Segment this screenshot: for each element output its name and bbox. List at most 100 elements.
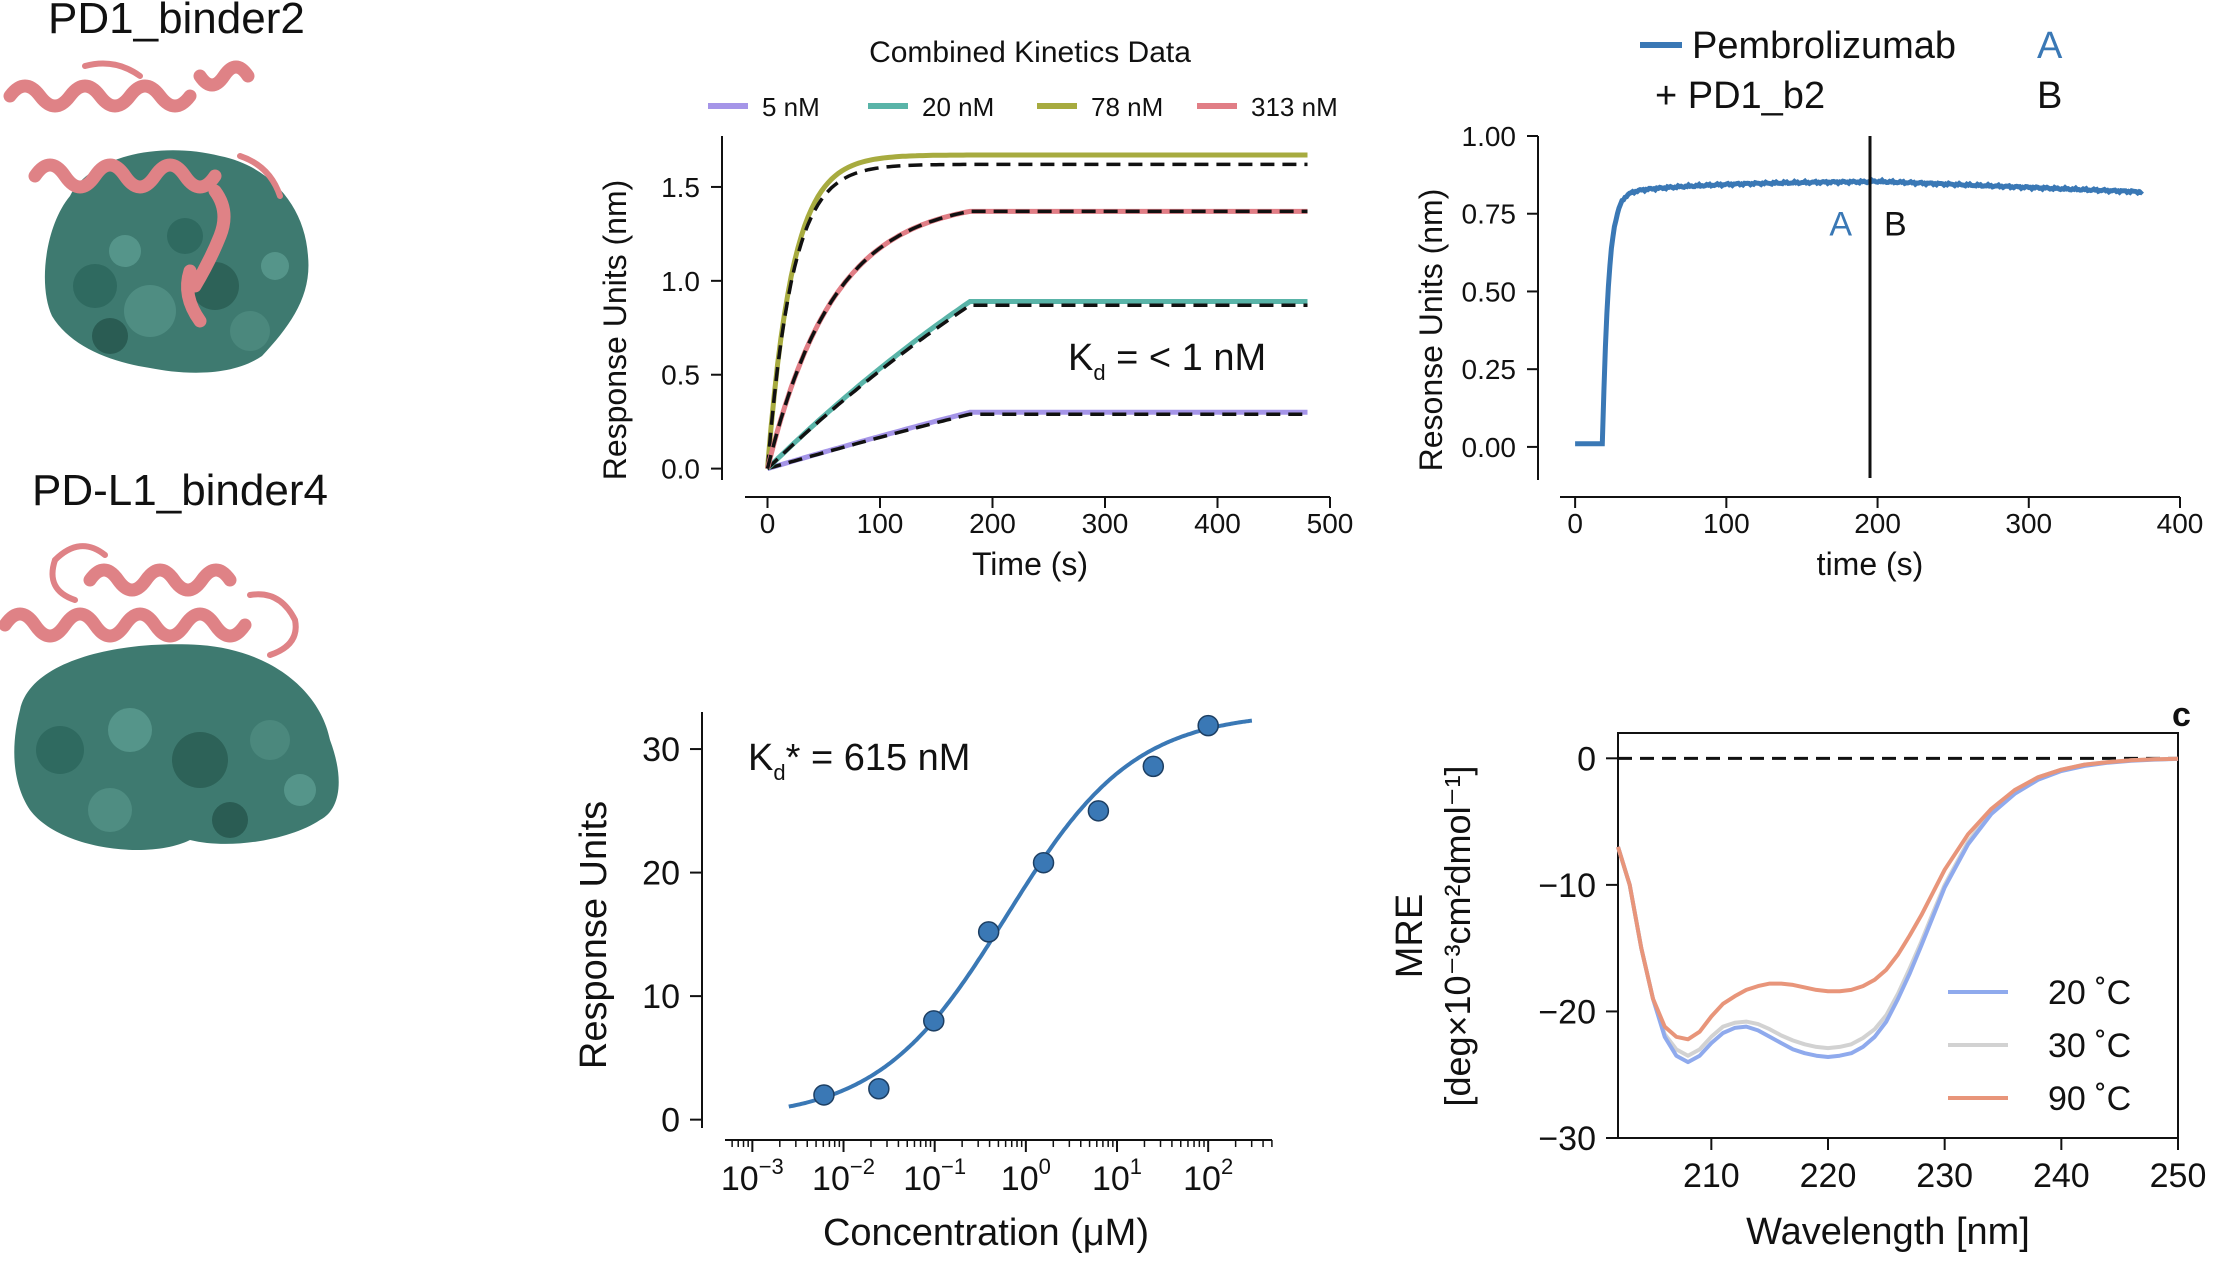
y-tick-label: 1.0	[661, 266, 700, 297]
series-line-78nm	[765, 152, 1308, 469]
x-tick-label: 230	[1916, 1157, 1973, 1195]
x-tick-label: 300	[2005, 508, 2052, 539]
legend-label-20c: 20 ˚C	[2048, 974, 2131, 1012]
series-lines	[765, 152, 1308, 471]
series-lines	[1575, 136, 2144, 478]
x-tick-label: 10−1	[903, 1154, 966, 1198]
pdl1-binder4-structure-render	[0, 543, 339, 850]
y-ticks: 0 10 20 30	[642, 731, 702, 1140]
protein-title-pd1-binder2: PD1_binder2	[48, 0, 305, 43]
y-axis-label: Response Units (nm)	[597, 180, 633, 481]
x-tick-label: 102	[1183, 1154, 1233, 1198]
protein-title-pdl1-binder4: PD-L1_binder4	[32, 466, 328, 515]
legend-label-20nm: 20 nM	[922, 92, 994, 122]
x-tick-label: 200	[969, 508, 1016, 539]
kd-value: = < 1 nM	[1106, 337, 1267, 379]
legend-label-30c: 30 ˚C	[2048, 1027, 2131, 1065]
fit-line-20nm	[766, 303, 1308, 470]
x-tick-label: 300	[1082, 508, 1129, 539]
legend-tag-a: A	[2037, 25, 2063, 67]
x-tick-label: 100	[1001, 1154, 1051, 1198]
y-tick-label: −30	[1538, 1120, 1596, 1158]
binder-ribbon	[3, 60, 283, 328]
x-axis-label: time (s)	[1817, 546, 1924, 582]
y-ticks: 0 −10 −20 −30	[1538, 740, 1618, 1158]
y-tick-label: 0.00	[1462, 432, 1517, 463]
legend-label-313nm: 313 nM	[1251, 92, 1338, 122]
panel-label: c	[2172, 696, 2191, 734]
y-tick-label: 0	[1577, 740, 1596, 778]
legend: 5 nM 20 nM 78 nM 313 nM	[708, 92, 1338, 122]
data-point	[1032, 851, 1055, 874]
phase-label-b: B	[1884, 205, 1907, 243]
data-point	[923, 1010, 945, 1032]
data-points	[813, 714, 1219, 1106]
data-point	[813, 1084, 835, 1106]
y-axis-label-mre: MRE	[1389, 894, 1431, 978]
x-tick-label: 240	[2033, 1157, 2090, 1195]
x-tick-label: 10−2	[812, 1154, 875, 1198]
y-tick-label: 0.0	[661, 454, 700, 485]
y-tick-label: −20	[1538, 993, 1596, 1031]
y-tick-label: −10	[1538, 867, 1596, 905]
target-surface	[44, 150, 309, 373]
y-tick-label: 0.25	[1462, 354, 1517, 385]
x-axis-label: Time (s)	[972, 546, 1088, 582]
x-tick-label: 400	[2157, 508, 2204, 539]
legend-label-78nm: 78 nM	[1091, 92, 1163, 122]
y-tick-label: 0.50	[1462, 276, 1517, 307]
kd-symbol: K	[1068, 337, 1093, 379]
y-tick-label: 0.5	[661, 360, 700, 391]
data-point	[1197, 714, 1219, 737]
kd-annotation: Kd* = 615 nM	[748, 737, 970, 785]
x-ticks: 0 100 200 300 400 500	[760, 497, 1353, 539]
y-tick-label: 30	[642, 731, 680, 769]
y-ticks: 0.00 0.25 0.50 0.75 1.00	[1462, 121, 1538, 463]
fit-line-5nm	[767, 412, 1308, 471]
x-tick-label: 0	[1567, 508, 1583, 539]
series-line-90c	[1616, 756, 2179, 1042]
x-tick-label: 220	[1800, 1157, 1857, 1195]
series-line-pembrolizumab	[1575, 176, 2144, 447]
target-surface	[14, 644, 339, 850]
y-axis-label-units: [deg×10⁻³cm²dmol⁻¹]	[1437, 765, 1478, 1106]
legend-label-5nm: 5 nM	[762, 92, 820, 122]
x-axis-label: Concentration (μM)	[823, 1212, 1149, 1254]
y-axis-label: Response Units	[573, 801, 615, 1069]
binder-ribbon	[0, 543, 299, 658]
kd-subscript: d	[773, 760, 785, 785]
x-tick-label: 0	[760, 508, 776, 539]
x-tick-label: 210	[1683, 1157, 1740, 1195]
y-tick-label: 0.75	[1462, 199, 1517, 230]
y-tick-label: 20	[642, 855, 680, 893]
y-tick-label: 1.5	[661, 172, 700, 203]
plot-frame	[1617, 732, 2179, 1139]
data-point	[1142, 755, 1165, 778]
fit-line-78nm	[765, 162, 1308, 469]
y-tick-label: 0	[661, 1102, 680, 1140]
x-tick-label: 10−3	[721, 1154, 784, 1198]
legend-label-90c: 90 ˚C	[2048, 1080, 2131, 1118]
legend-label-pd1-b2: + PD1_b2	[1655, 75, 1825, 117]
fit-curve-line	[788, 718, 1253, 1109]
y-ticks: 0.0 0.5 1.0 1.5	[661, 172, 722, 485]
legend-label-pembrolizumab: Pembrolizumab	[1692, 25, 1956, 67]
chart-title: Combined Kinetics Data	[869, 36, 1191, 69]
series-line-20c	[1616, 756, 2179, 1065]
x-tick-label: 400	[1194, 508, 1241, 539]
x-tick-label: 100	[857, 508, 904, 539]
legend: Pembrolizumab A + PD1_b2 B	[1640, 25, 2063, 117]
legend-tag-b: B	[2037, 75, 2062, 117]
legend: 20 ˚C 30 ˚C 90 ˚C	[1948, 974, 2131, 1118]
data-point	[868, 1078, 890, 1100]
y-tick-label: 1.00	[1462, 121, 1517, 152]
fit-line-313nm	[765, 209, 1308, 470]
fit-curve	[788, 718, 1253, 1109]
kd-annotation: Kd = < 1 nM	[1068, 337, 1266, 385]
data-point	[1087, 800, 1110, 822]
kd-symbol: K	[748, 737, 773, 779]
